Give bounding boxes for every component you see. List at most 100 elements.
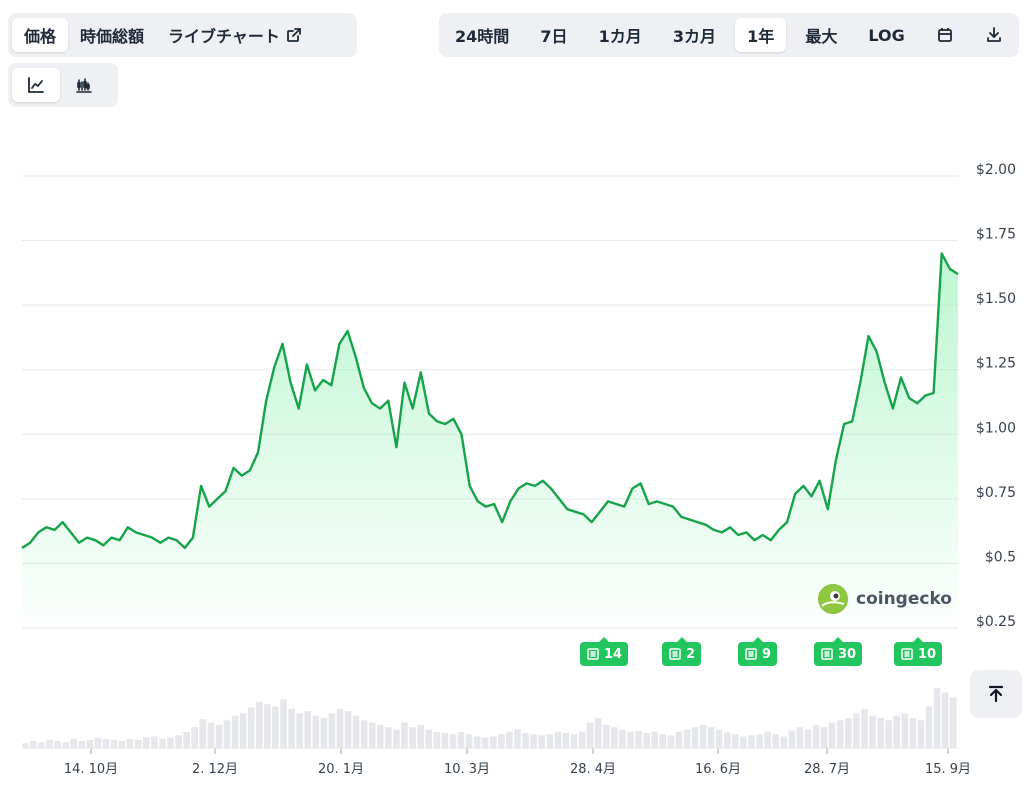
volume-bar xyxy=(490,736,497,748)
volume-bar xyxy=(748,735,755,748)
news-marker[interactable]: 30 xyxy=(814,637,863,666)
tab-market-cap[interactable]: 時価総額 xyxy=(68,18,156,52)
range-24h-button[interactable]: 24時間 xyxy=(443,18,521,52)
range-1y-button[interactable]: 1年 xyxy=(735,18,787,52)
volume-bar xyxy=(223,720,231,748)
volume-bar xyxy=(772,734,779,748)
volume-bar xyxy=(425,729,432,748)
volume-bar xyxy=(441,733,449,748)
volume-bar xyxy=(780,736,788,748)
volume-bar xyxy=(46,739,53,748)
coingecko-wordmark: coingecko xyxy=(856,589,952,609)
range-max-button[interactable]: 最大 xyxy=(793,18,849,52)
volume-bar xyxy=(627,731,634,748)
log-scale-button[interactable]: LOG xyxy=(856,18,916,52)
y-tick-label: $2.00 xyxy=(976,162,1016,178)
y-tick-label: $1.25 xyxy=(976,356,1016,372)
price-chart[interactable]: $2.00$1.75$1.50$1.25$1.00$0.75$0.5$0.25 … xyxy=(0,120,1024,788)
range-tabs: 24時間 7日 1カ月 3カ月 1年 最大 LOG xyxy=(439,13,1019,57)
volume-bar xyxy=(199,719,207,748)
volume-bar xyxy=(570,734,578,748)
date-range-button[interactable] xyxy=(924,18,966,52)
download-icon xyxy=(987,27,1001,42)
download-button[interactable] xyxy=(973,18,1015,52)
newspaper-icon xyxy=(587,648,599,660)
news-count: 30 xyxy=(838,646,857,662)
volume-bar xyxy=(110,739,118,748)
range-1m-button[interactable]: 1カ月 xyxy=(587,18,654,52)
volume-bar xyxy=(643,733,650,748)
tab-market-cap-label: 時価総額 xyxy=(80,27,145,46)
volume-bar xyxy=(62,742,69,748)
volume-bar xyxy=(732,734,739,748)
volume-bar xyxy=(457,731,465,748)
range-7d-button[interactable]: 7日 xyxy=(528,18,579,52)
volume-bar xyxy=(449,734,457,748)
volume-bar xyxy=(473,736,481,748)
volume-bar xyxy=(498,734,505,748)
line-chart-button[interactable] xyxy=(12,68,60,102)
volume-bar xyxy=(344,711,352,748)
volume-bar xyxy=(788,730,796,748)
volume-bar xyxy=(22,743,29,748)
x-tick-label: 14. 10月 xyxy=(64,762,118,777)
coingecko-logo-icon xyxy=(818,584,848,614)
volume-bar xyxy=(320,718,328,748)
volume-bar xyxy=(78,741,86,748)
volume-bar xyxy=(409,727,416,748)
price-line xyxy=(21,252,959,550)
volume-bar xyxy=(845,718,852,748)
volume-bar xyxy=(635,730,642,748)
volume-bar xyxy=(247,707,255,748)
news-marker[interactable]: 9 xyxy=(738,637,778,666)
log-scale-label: LOG xyxy=(868,25,905,45)
volume-bar xyxy=(675,731,683,748)
volume-bar xyxy=(877,718,884,748)
volume-bar xyxy=(191,727,198,748)
range-24h-label: 24時間 xyxy=(455,27,510,46)
x-tick-label: 16. 6月 xyxy=(695,762,741,777)
volume-bar xyxy=(86,739,94,748)
tab-price[interactable]: 価格 xyxy=(12,18,69,52)
volume-bar xyxy=(288,708,295,748)
volume-bar xyxy=(933,688,941,748)
y-axis-labels: $2.00 $1.75 $1.50 $1.25 $1.00 $0.75 $0.5 $0.25 xyxy=(976,162,1016,630)
scroll-to-top-button[interactable] xyxy=(970,670,1022,718)
volume-bar xyxy=(401,722,408,748)
volume-bar xyxy=(151,736,158,748)
volume-bar xyxy=(159,738,166,748)
y-tick-label: $1.00 xyxy=(976,420,1016,436)
volume-bar xyxy=(256,701,263,748)
view-tabs: 価格 時価総額 ライブチャート xyxy=(8,13,357,57)
x-tick-label: 2. 12月 xyxy=(192,762,238,777)
news-marker[interactable]: 2 xyxy=(662,637,702,666)
volume-bar xyxy=(94,737,102,748)
coingecko-watermark: coingecko xyxy=(818,584,952,614)
volume-bar xyxy=(175,735,182,748)
volume-bar xyxy=(715,729,723,748)
range-7d-label: 7日 xyxy=(540,27,568,46)
y-tick-label: $0.25 xyxy=(976,614,1016,630)
volume-bar xyxy=(280,699,287,748)
volume-bar xyxy=(909,718,917,748)
range-3m-button[interactable]: 3カ月 xyxy=(661,18,728,52)
newspaper-icon xyxy=(901,648,913,660)
news-count: 14 xyxy=(604,646,623,662)
volume-bar xyxy=(578,731,586,748)
range-3m-label: 3カ月 xyxy=(672,27,716,46)
calendar-icon xyxy=(937,28,952,42)
volume-bars xyxy=(22,688,957,748)
range-max-label: 最大 xyxy=(805,27,838,46)
price-area xyxy=(22,253,958,628)
tab-live-chart[interactable]: ライブチャート xyxy=(156,18,314,52)
volume-bar xyxy=(369,722,376,748)
x-tick-label: 10. 3月 xyxy=(444,762,490,777)
volume-bar xyxy=(215,724,223,748)
news-marker[interactable]: 10 xyxy=(894,637,943,666)
volume-bar xyxy=(885,720,892,748)
news-marker[interactable]: 14 xyxy=(580,637,629,666)
volume-bar xyxy=(893,715,900,748)
candlestick-chart-button[interactable] xyxy=(60,68,108,102)
volume-bar xyxy=(70,738,77,748)
volume-bar xyxy=(659,734,666,748)
